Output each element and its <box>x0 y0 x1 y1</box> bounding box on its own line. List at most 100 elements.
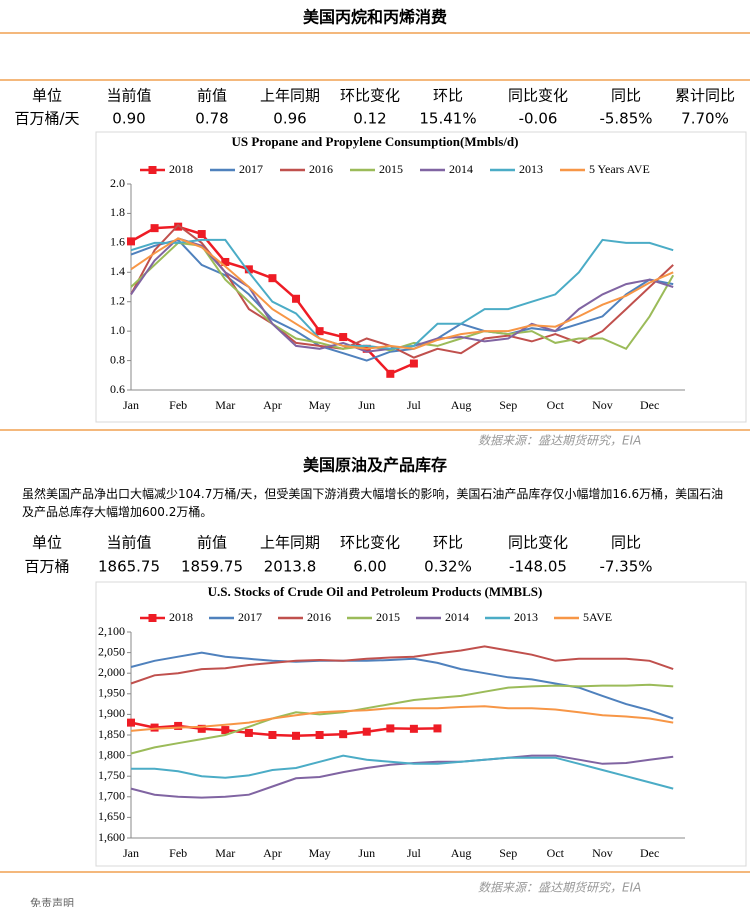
marker <box>244 728 253 737</box>
x-tick-label: Jul <box>407 846 422 860</box>
x-tick-label: Oct <box>547 398 565 412</box>
chart-title: U.S. Stocks of Crude Oil and Petroleum P… <box>208 584 543 599</box>
x-tick-label: Sep <box>499 398 517 412</box>
x-tick-label: Mar <box>215 398 235 412</box>
table-cell: -7.35% <box>599 558 652 576</box>
series-line <box>130 754 674 799</box>
x-tick-label: Jun <box>358 846 375 860</box>
y-tick-label: 1,850 <box>98 727 125 741</box>
marker <box>386 369 395 378</box>
y-tick-label: 1,600 <box>98 830 125 844</box>
legend-label: 5 Years AVE <box>589 162 650 176</box>
x-tick-label: Jan <box>123 398 139 412</box>
table-cell: 0.12 <box>353 110 386 128</box>
table-header: 上年同期 <box>260 534 320 552</box>
y-tick-label: 0.8 <box>110 352 125 366</box>
y-tick-label: 2.0 <box>110 176 125 190</box>
x-tick-label: Mar <box>215 846 235 860</box>
marker <box>292 294 301 303</box>
marker <box>127 237 135 246</box>
x-tick-label: Aug <box>451 846 472 860</box>
y-tick-label: 1,800 <box>98 747 125 761</box>
marker <box>268 731 277 739</box>
marker <box>174 721 183 730</box>
x-tick-label: Dec <box>640 846 659 860</box>
chart-frame <box>95 581 747 867</box>
legend-label: 2018 <box>169 610 193 624</box>
table-header: 同比变化 <box>508 87 568 105</box>
table-cell: 1859.75 <box>181 558 243 576</box>
paragraph: 虽然美国产品净出口大幅减少104.7万桶/天，但受美国下游消费大幅增长的影响，美… <box>22 487 724 519</box>
marker <box>315 731 324 739</box>
table-header: 环比 <box>433 534 463 552</box>
source: 数据来源：盛达期货研究，EIA <box>478 434 641 448</box>
section-title: 美国丙烷和丙烯消费 <box>303 8 447 27</box>
legend-label: 2016 <box>307 610 331 624</box>
x-tick-label: Apr <box>263 398 282 412</box>
marker <box>386 724 395 733</box>
y-tick-label: 1,900 <box>98 706 125 720</box>
table-header: 环比变化 <box>340 87 400 105</box>
table-header: 当前值 <box>106 534 151 552</box>
legend-label: 2013 <box>514 610 538 624</box>
y-tick-label: 1.2 <box>110 293 125 307</box>
y-tick-label: 0.6 <box>110 382 125 396</box>
y-tick-label: 1,950 <box>98 686 125 700</box>
table-header: 当前值 <box>106 87 151 105</box>
legend-label: 2013 <box>519 162 543 176</box>
x-tick-label: Nov <box>592 398 613 412</box>
marker <box>221 257 230 266</box>
series-line <box>130 237 674 350</box>
table-cell: 0.78 <box>195 110 228 128</box>
table-header: 单位 <box>32 87 62 105</box>
marker <box>197 724 206 733</box>
y-tick-label: 2,100 <box>98 624 125 638</box>
series-line <box>131 754 674 790</box>
series-line <box>130 645 674 685</box>
table-cell: 百万桶/天 <box>14 110 79 128</box>
table-cell: -5.85% <box>599 110 652 128</box>
marker <box>268 274 277 283</box>
y-tick-label: 1,750 <box>98 768 125 782</box>
table-header: 累计同比 <box>675 87 735 105</box>
legend-label: 2016 <box>309 162 333 176</box>
marker <box>197 230 206 239</box>
y-tick-label: 1,700 <box>98 789 125 803</box>
x-tick-label: Sep <box>499 846 517 860</box>
x-tick-label: Oct <box>547 846 565 860</box>
table-cell: 7.70% <box>681 110 729 128</box>
table-cell: 2013.8 <box>264 558 317 576</box>
y-tick-label: 1,650 <box>98 809 125 823</box>
x-tick-label: Nov <box>592 846 613 860</box>
table-cell: -148.05 <box>509 558 567 576</box>
table-cell: -0.06 <box>519 110 558 128</box>
marker <box>433 724 442 733</box>
table-header: 同比变化 <box>508 534 568 552</box>
marker <box>362 727 371 736</box>
x-tick-label: Jul <box>407 398 422 412</box>
source: 数据来源：盛达期货研究，EIA <box>478 881 641 895</box>
marker <box>409 359 418 368</box>
table-header: 环比变化 <box>340 534 400 552</box>
marker <box>315 327 324 336</box>
legend-label: 2018 <box>169 162 193 176</box>
x-tick-label: Aug <box>451 398 472 412</box>
legend-label: 2017 <box>238 610 262 624</box>
legend-label: 2014 <box>445 610 469 624</box>
marker <box>339 333 348 342</box>
x-tick-label: Jun <box>358 398 375 412</box>
table-cell: 0.32% <box>424 558 472 576</box>
table-header: 前值 <box>197 534 227 552</box>
table-header: 单位 <box>32 534 62 552</box>
table-cell: 百万桶 <box>24 558 69 576</box>
x-tick-label: May <box>309 398 331 412</box>
x-tick-label: May <box>309 846 331 860</box>
legend-label: 2015 <box>376 610 400 624</box>
table-cell: 0.96 <box>273 110 306 128</box>
marker <box>292 731 301 740</box>
table-cell: 15.41% <box>419 110 476 128</box>
table-cell: 6.00 <box>353 558 386 576</box>
marker <box>150 224 159 233</box>
